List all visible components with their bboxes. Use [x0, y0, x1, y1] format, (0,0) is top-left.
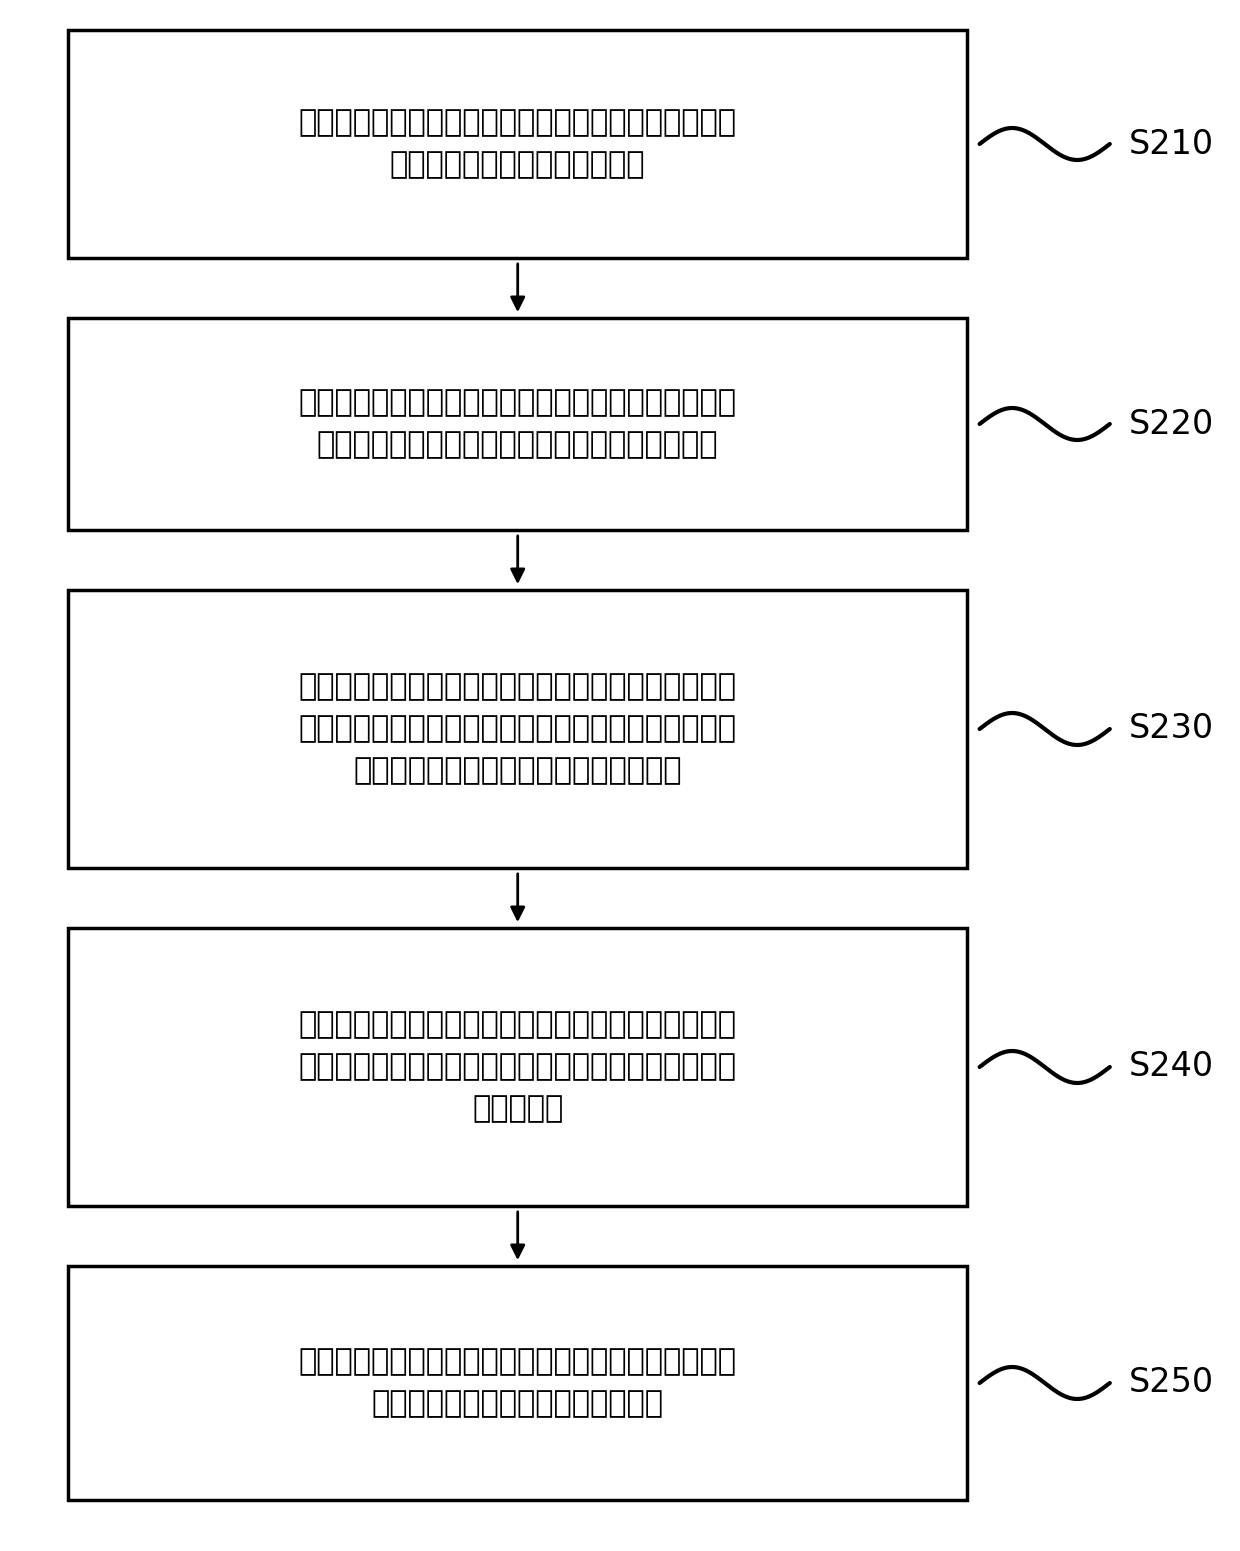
- Bar: [68, 29, 967, 257]
- Text: 解提取磁共振图像中的水图和脂肪图: 解提取磁共振图像中的水图和脂肪图: [372, 1390, 663, 1419]
- Text: 根据磁共振图像中的每个待处理像素点的目标相位因子: 根据磁共振图像中的每个待处理像素点的目标相位因子: [299, 1348, 737, 1376]
- Text: 获取磁共振图像中的每个待处理像素点，分别计算每个: 获取磁共振图像中的每个待处理像素点，分别计算每个: [299, 109, 737, 138]
- Text: 待处理像素点的相位因子候选解: 待处理像素点的相位因子候选解: [389, 150, 646, 180]
- Text: S250: S250: [1128, 1366, 1214, 1399]
- Text: 点的目标相位因子解确定出其余各待处理像素点的目标: 点的目标相位因子解确定出其余各待处理像素点的目标: [299, 1053, 737, 1081]
- Text: 位因子解，确定出水脂转换区域，并计算出水脂转换区: 位因子解，确定出水脂转换区域，并计算出水脂转换区: [299, 715, 737, 743]
- Text: S240: S240: [1128, 1050, 1214, 1084]
- Text: 域内每个待处理像素点的目标相位因子解: 域内每个待处理像素点的目标相位因子解: [353, 757, 682, 785]
- Bar: [68, 318, 967, 530]
- Text: 相位因子解: 相位因子解: [472, 1095, 563, 1123]
- Bar: [68, 927, 967, 1207]
- Bar: [68, 1266, 967, 1500]
- Text: 根据计算出的水脂分离结果将全局最优解以及分反解中: 根据计算出的水脂分离结果将全局最优解以及分反解中: [299, 388, 737, 417]
- Text: S210: S210: [1128, 127, 1214, 160]
- Text: 基于水脂转换区域以及水脂转换区域内每个待处理像素: 基于水脂转换区域以及水脂转换区域内每个待处理像素: [299, 1011, 737, 1039]
- Text: 基于第一解集和第二解集中每个待处理像素点对应的相: 基于第一解集和第二解集中每个待处理像素点对应的相: [299, 673, 737, 701]
- Bar: [68, 589, 967, 869]
- Text: S230: S230: [1128, 712, 1214, 746]
- Text: S220: S220: [1128, 408, 1214, 440]
- Text: 的各相位因子解分别划分至第一解集和第二解集中: 的各相位因子解分别划分至第一解集和第二解集中: [317, 431, 718, 459]
